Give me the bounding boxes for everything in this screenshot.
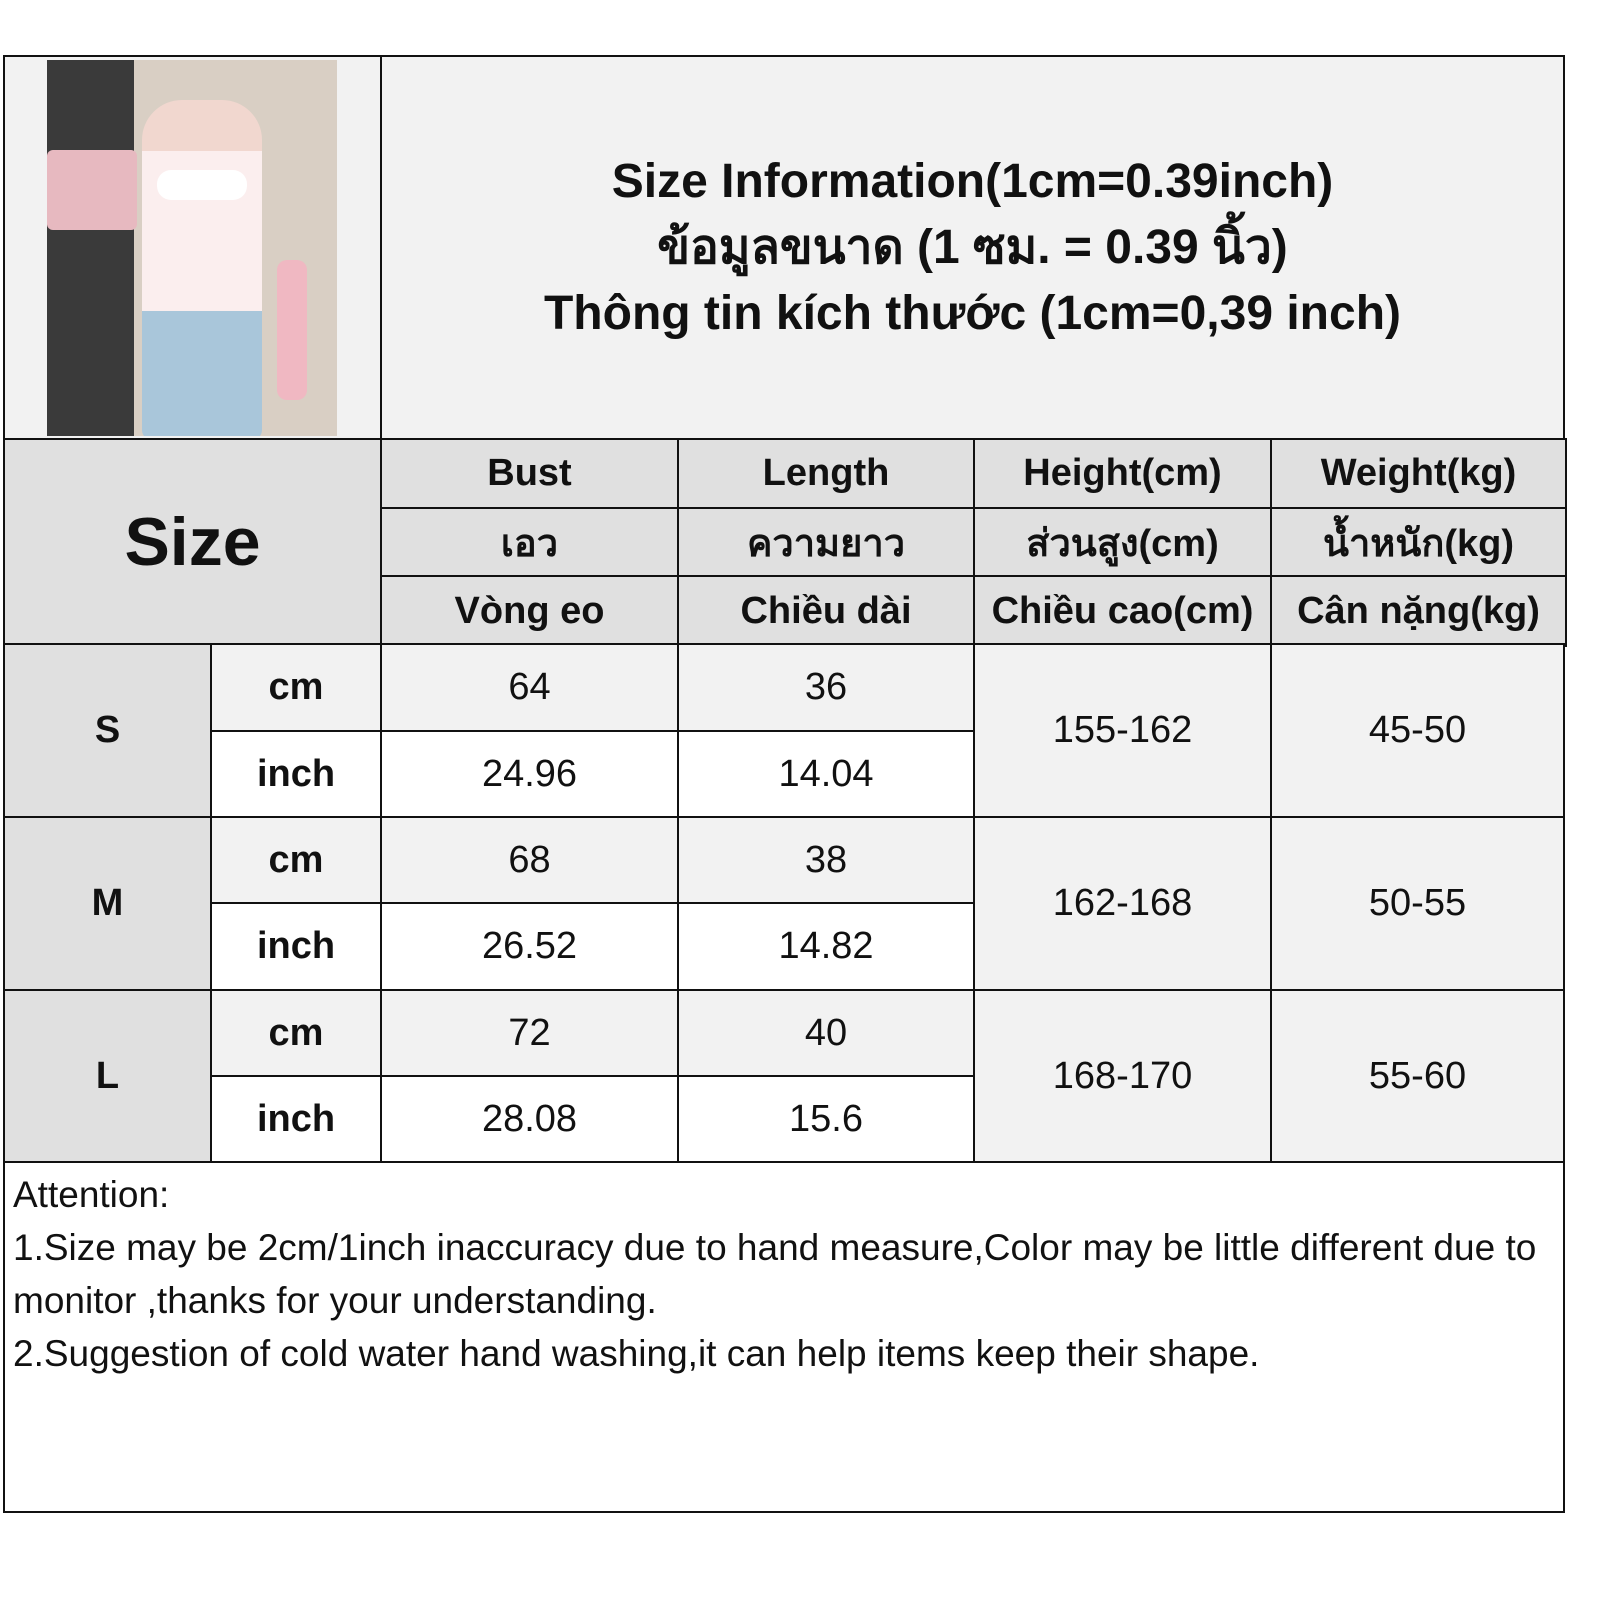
column-header-th: ส่วนสูง(cm) bbox=[973, 507, 1272, 577]
attention-notes: Attention: 1.Size may be 2cm/1inch inacc… bbox=[3, 1162, 1565, 1513]
column-header-vi: Vòng eo bbox=[380, 575, 679, 647]
unit-cm: cm bbox=[210, 643, 382, 732]
bust-cm: 72 bbox=[380, 989, 679, 1077]
column-header-vi: Chiều cao(cm) bbox=[973, 575, 1272, 647]
weight-range: 50-55 bbox=[1270, 816, 1565, 991]
handbag-shape bbox=[47, 150, 137, 230]
column-header-th: ความยาว bbox=[677, 507, 975, 577]
column-header-en: Bust bbox=[380, 438, 679, 509]
size-info-title: Size Information(1cm=0.39inch) ข้อมูลขนา… bbox=[380, 55, 1565, 440]
height-range: 155-162 bbox=[973, 643, 1272, 818]
length-inch: 14.82 bbox=[677, 902, 975, 991]
column-header-th: น้ำหนัก(kg) bbox=[1270, 507, 1567, 577]
unit-inch: inch bbox=[210, 1075, 382, 1163]
model-shape bbox=[142, 100, 262, 436]
title-en: Size Information(1cm=0.39inch) bbox=[611, 154, 1334, 208]
length-cm: 38 bbox=[677, 816, 975, 904]
length-inch: 14.04 bbox=[677, 730, 975, 818]
bust-inch: 28.08 bbox=[380, 1075, 679, 1163]
unit-cm: cm bbox=[210, 989, 382, 1077]
title-vi: Thông tin kích thước (1cm=0,39 inch) bbox=[543, 286, 1401, 340]
length-cm: 40 bbox=[677, 989, 975, 1077]
column-header-vi: Chiều dài bbox=[677, 575, 975, 647]
unit-inch: inch bbox=[210, 730, 382, 818]
notes-heading: Attention: bbox=[13, 1174, 170, 1215]
unit-inch: inch bbox=[210, 902, 382, 991]
length-cm: 36 bbox=[677, 643, 975, 732]
length-inch: 15.6 bbox=[677, 1075, 975, 1163]
unit-cm: cm bbox=[210, 816, 382, 904]
height-range: 168-170 bbox=[973, 989, 1272, 1163]
size-label: M bbox=[3, 816, 212, 991]
lace-trim bbox=[157, 170, 247, 200]
size-label: L bbox=[3, 989, 212, 1163]
product-photo bbox=[47, 60, 337, 436]
note-2: 2.Suggestion of cold water hand washing,… bbox=[13, 1333, 1260, 1374]
bust-cm: 64 bbox=[380, 643, 679, 732]
bust-inch: 24.96 bbox=[380, 730, 679, 818]
height-range: 162-168 bbox=[973, 816, 1272, 991]
column-header-vi: Cân nặng(kg) bbox=[1270, 575, 1567, 647]
note-1: 1.Size may be 2cm/1inch inaccuracy due t… bbox=[13, 1227, 1537, 1321]
column-header-en: Weight(kg) bbox=[1270, 438, 1567, 509]
pink-garment bbox=[277, 260, 307, 400]
weight-range: 45-50 bbox=[1270, 643, 1565, 818]
bust-cm: 68 bbox=[380, 816, 679, 904]
column-header-en: Length bbox=[677, 438, 975, 509]
bust-inch: 26.52 bbox=[380, 902, 679, 991]
size-header: Size bbox=[3, 438, 382, 645]
column-header-en: Height(cm) bbox=[973, 438, 1272, 509]
size-label: S bbox=[3, 643, 212, 818]
weight-range: 55-60 bbox=[1270, 989, 1565, 1163]
title-th: ข้อมูลขนาด (1 ซม. = 0.39 นิ้ว) bbox=[657, 220, 1288, 274]
column-header-th: เอว bbox=[380, 507, 679, 577]
